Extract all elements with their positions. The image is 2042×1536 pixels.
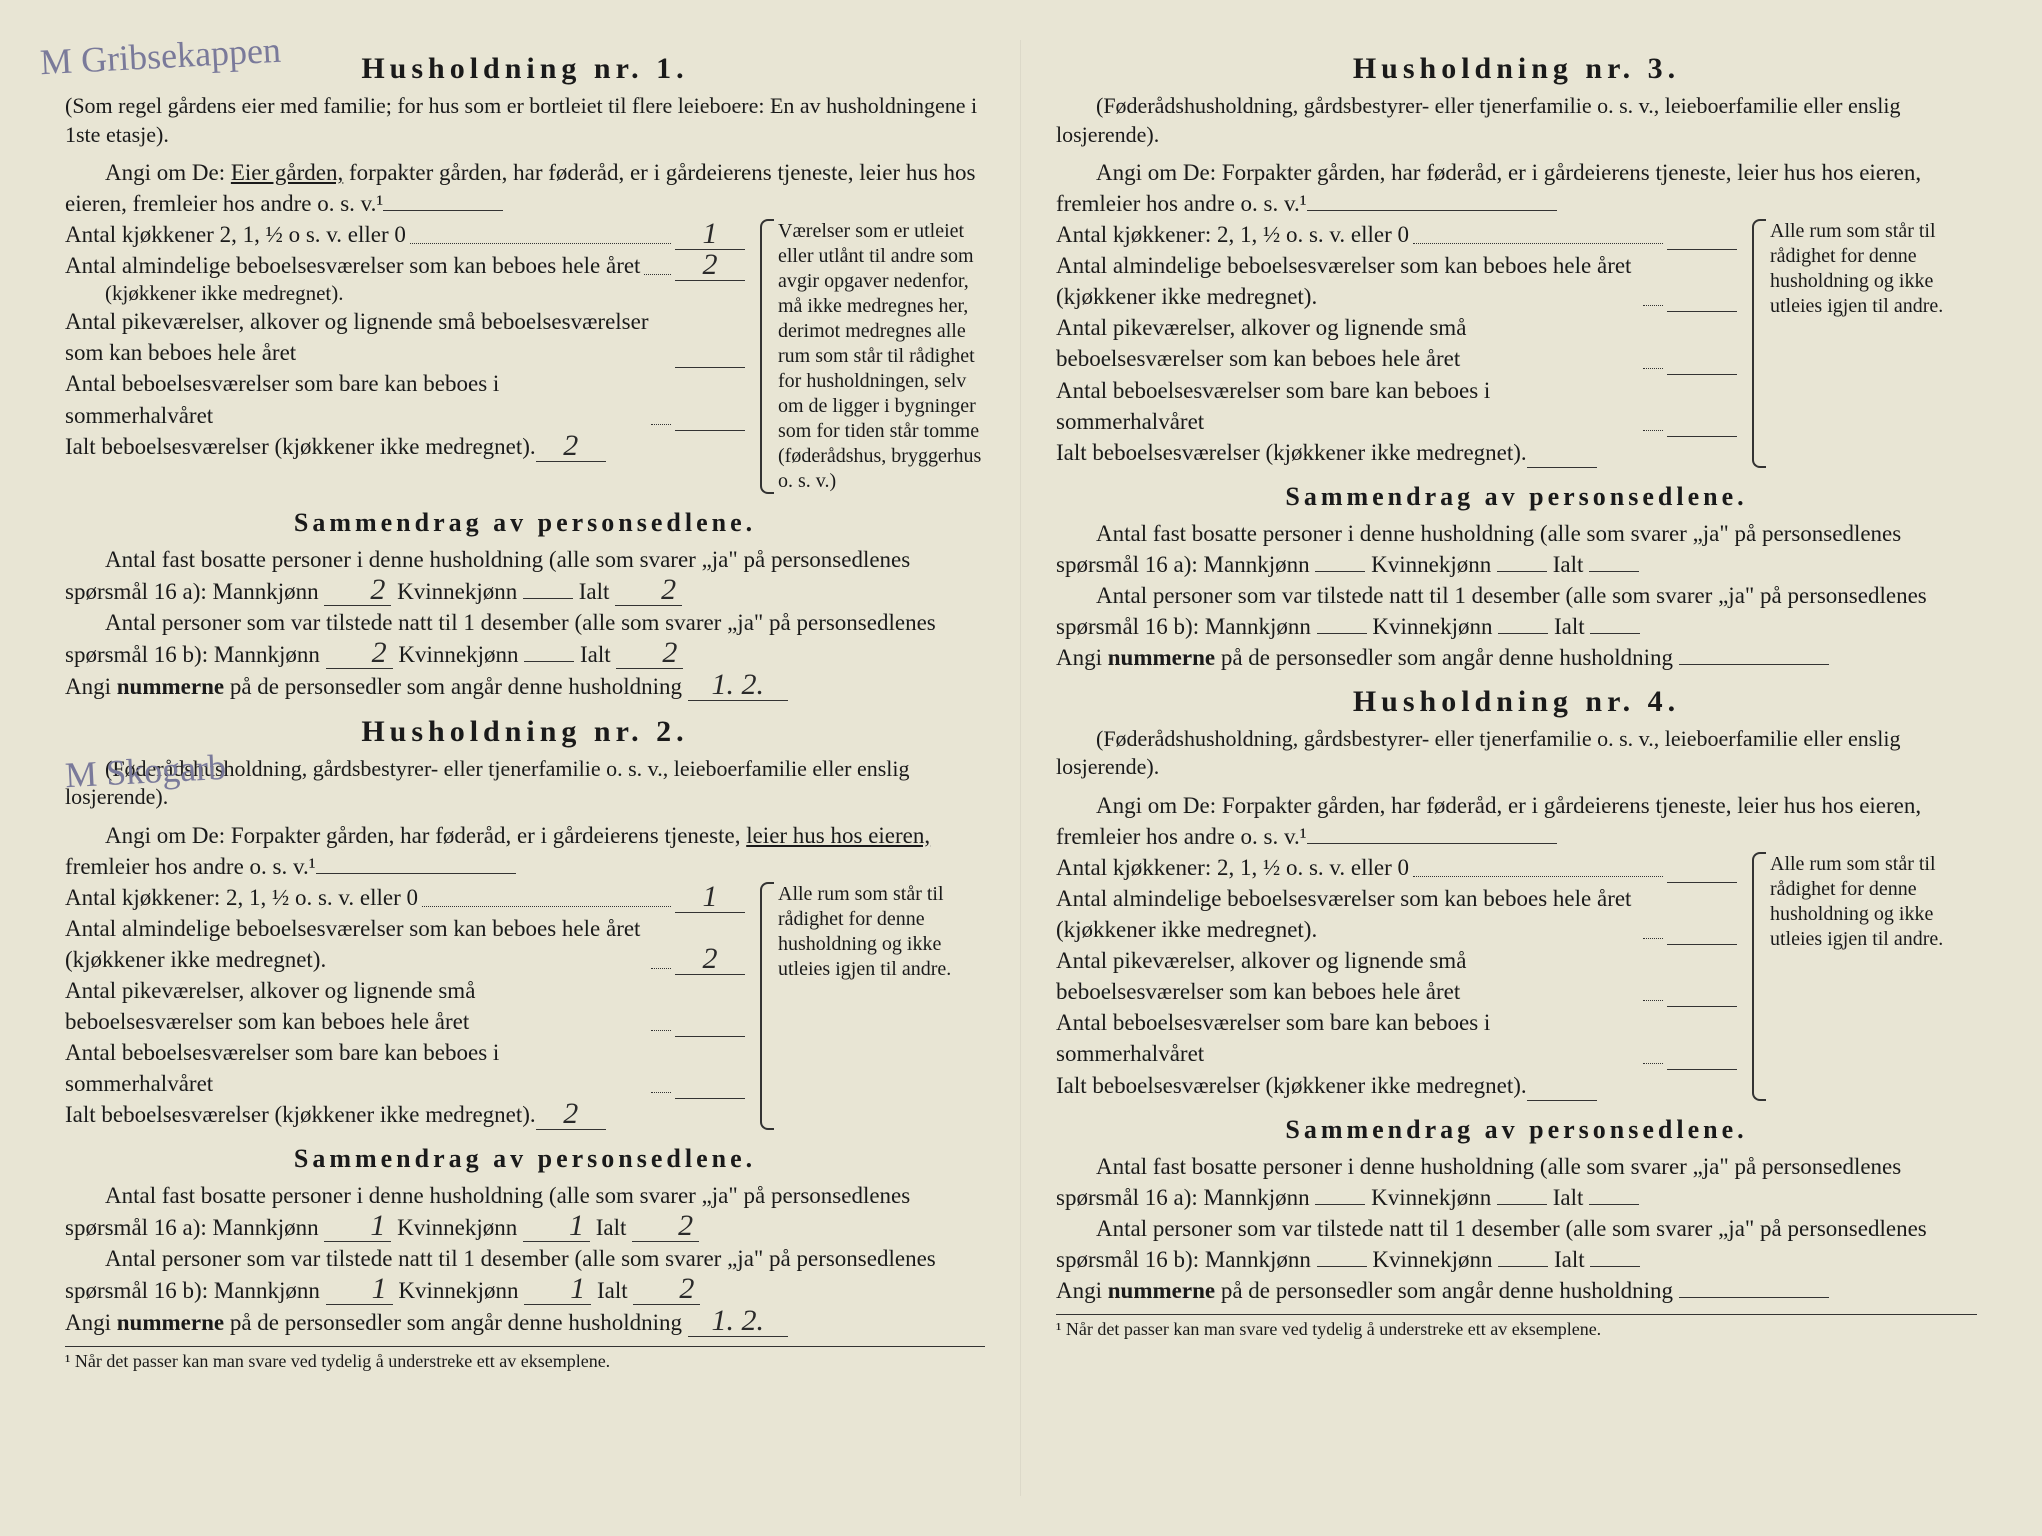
summer-label-2: Antal beboelsesværelser som bare kan beb… bbox=[65, 1037, 647, 1099]
alcove-val-2 bbox=[675, 1036, 745, 1037]
alcove-label-1: Antal pikeværelser, alkover og lignende … bbox=[65, 306, 675, 368]
total-label-2: Ialt beboelsesværelser (kjøkkener ikke m… bbox=[65, 1099, 536, 1130]
nummer-3: Angi nummerne på de personsedler som ang… bbox=[1056, 642, 1977, 673]
section-title-4: Husholdning nr. 4. bbox=[1056, 685, 1977, 719]
total-label-4: Ialt beboelsesværelser (kjøkkener ikke m… bbox=[1056, 1070, 1527, 1101]
angi-3: Angi om De: Forpakter gården, har føderå… bbox=[1056, 157, 1977, 219]
rooms-sub-1: (kjøkkener ikke medregnet). bbox=[65, 281, 745, 306]
total-val-2: 2 bbox=[536, 1099, 606, 1130]
rooms-label-4: Antal almindelige beboelsesværelser som … bbox=[1056, 883, 1639, 945]
total-label-3: Ialt beboelsesværelser (kjøkkener ikke m… bbox=[1056, 437, 1527, 468]
total-label-1: Ialt beboelsesværelser (kjøkkener ikke m… bbox=[65, 431, 536, 462]
summary-title-3: Sammendrag av personsedlene. bbox=[1056, 482, 1977, 512]
nummer-2: Angi nummerne på de personsedler som ang… bbox=[65, 1306, 985, 1338]
fast-2: Antal fast bosatte personer i denne hush… bbox=[65, 1180, 985, 1243]
alcove-label-2: Antal pikeværelser, alkover og lignende … bbox=[65, 975, 647, 1037]
alcove-label-4: Antal pikeværelser, alkover og lignende … bbox=[1056, 945, 1639, 1007]
angi-2: Angi om De: Forpakter gården, har føderå… bbox=[65, 820, 985, 882]
section-title-3: Husholdning nr. 3. bbox=[1056, 52, 1977, 86]
summary-title-2: Sammendrag av personsedlene. bbox=[65, 1144, 985, 1174]
nummer-4: Angi nummerne på de personsedler som ang… bbox=[1056, 1275, 1977, 1306]
intro-4: (Føderådshusholdning, gårdsbestyrer- ell… bbox=[1056, 725, 1977, 782]
footnote-right: ¹ Når det passer kan man svare ved tydel… bbox=[1056, 1314, 1977, 1340]
summary-title-4: Sammendrag av personsedlene. bbox=[1056, 1115, 1977, 1145]
fast-1: Antal fast bosatte personer i denne hush… bbox=[65, 544, 985, 607]
footnote-left: ¹ Når det passer kan man svare ved tydel… bbox=[65, 1346, 985, 1372]
kitchens-val-1: 1 bbox=[675, 219, 745, 250]
alcove-label-3: Antal pikeværelser, alkover og lignende … bbox=[1056, 312, 1639, 374]
alcove-val-1 bbox=[675, 367, 745, 368]
rooms-label-2: Antal almindelige beboelsesværelser som … bbox=[65, 913, 647, 975]
angi-1: Angi om De: Eier gården, forpakter gårde… bbox=[65, 157, 985, 219]
total-val-1: 2 bbox=[536, 431, 606, 462]
tilstede-1: Antal personer som var tilstede natt til… bbox=[65, 607, 985, 670]
summer-val-2 bbox=[675, 1098, 745, 1099]
kitchens-label-2: Antal kjøkkener: 2, 1, ½ o. s. v. eller … bbox=[65, 882, 418, 913]
fast-4: Antal fast bosatte personer i denne hush… bbox=[1056, 1151, 1977, 1213]
rooms-val-1: 2 bbox=[675, 250, 745, 281]
fast-3: Antal fast bosatte personer i denne hush… bbox=[1056, 518, 1977, 580]
sidenote-2: Alle rum som står til rådighet for denne… bbox=[760, 882, 985, 1130]
sidenote-4: Alle rum som står til rådighet for denne… bbox=[1752, 852, 1977, 1100]
summer-label-1: Antal beboelsesværelser som bare kan beb… bbox=[65, 368, 647, 430]
tilstede-2: Antal personer som var tilstede natt til… bbox=[65, 1243, 985, 1306]
tilstede-3: Antal personer som var tilstede natt til… bbox=[1056, 580, 1977, 642]
rooms-label-1: Antal almindelige beboelsesværelser som … bbox=[65, 250, 640, 281]
section-title-2: Husholdning nr. 2. bbox=[65, 715, 985, 749]
nummer-1: Angi nummerne på de personsedler som ang… bbox=[65, 670, 985, 702]
summer-label-3: Antal beboelsesværelser som bare kan beb… bbox=[1056, 375, 1639, 437]
handwritten-note-2: M Skogarb bbox=[64, 746, 227, 796]
angi-4: Angi om De: Forpakter gården, har føderå… bbox=[1056, 790, 1977, 852]
sidenote-3: Alle rum som står til rådighet for denne… bbox=[1752, 219, 1977, 467]
sidenote-1: Værelser som er utleiet eller utlånt til… bbox=[760, 219, 985, 494]
summer-label-4: Antal beboelsesværelser som bare kan beb… bbox=[1056, 1007, 1639, 1069]
kitchens-label-1: Antal kjøkkener 2, 1, ½ o s. v. eller 0 bbox=[65, 219, 406, 250]
kitchens-label-4: Antal kjøkkener: 2, 1, ½ o. s. v. eller … bbox=[1056, 852, 1409, 883]
rooms-val-2: 2 bbox=[675, 944, 745, 975]
summer-val-1 bbox=[675, 430, 745, 431]
intro-3: (Føderådshusholdning, gårdsbestyrer- ell… bbox=[1056, 92, 1977, 149]
kitchens-val-2: 1 bbox=[675, 882, 745, 913]
intro-1: (Som regel gårdens eier med familie; for… bbox=[65, 92, 985, 149]
rooms-label-3: Antal almindelige beboelsesværelser som … bbox=[1056, 250, 1639, 312]
summary-title-1: Sammendrag av personsedlene. bbox=[65, 508, 985, 538]
kitchens-label-3: Antal kjøkkener: 2, 1, ½ o. s. v. eller … bbox=[1056, 219, 1409, 250]
tilstede-4: Antal personer som var tilstede natt til… bbox=[1056, 1213, 1977, 1275]
